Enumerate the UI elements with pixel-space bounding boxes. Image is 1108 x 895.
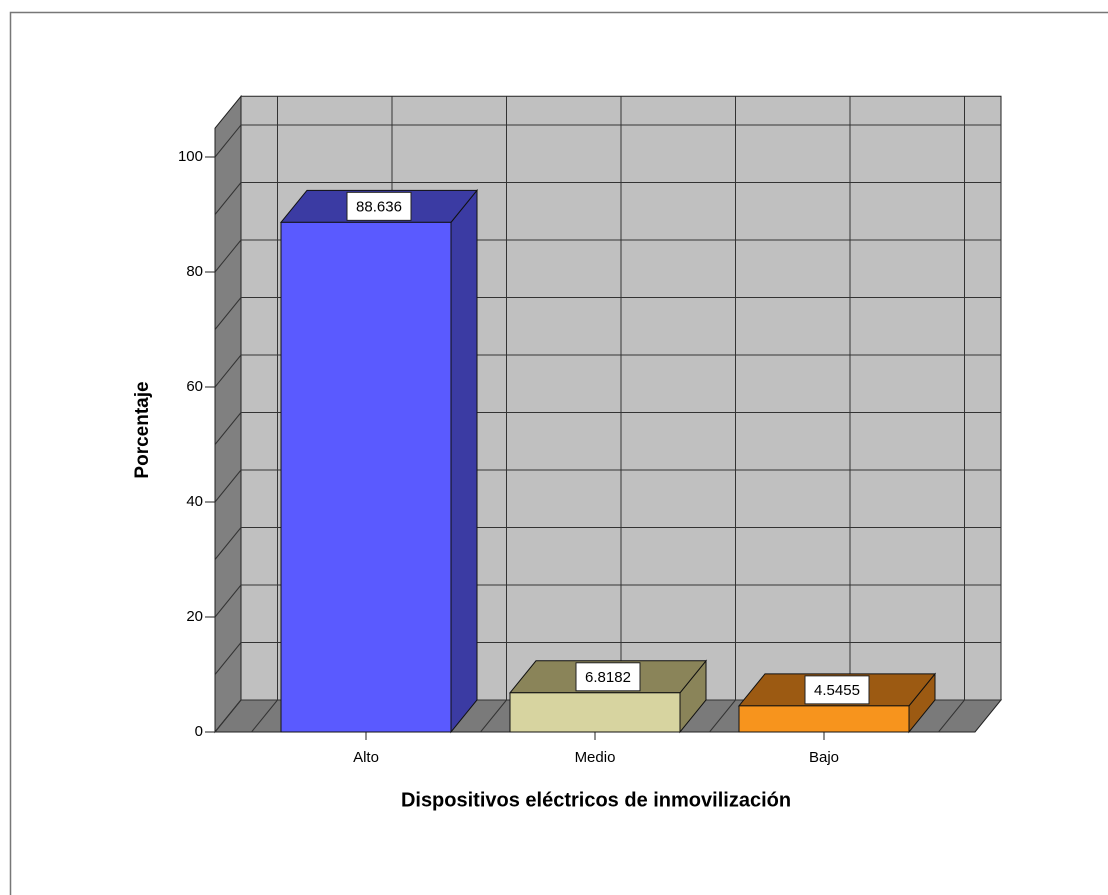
- side-grid: [214, 354, 242, 388]
- x-axis-title: Dispositivos eléctricos de inmovilizació…: [401, 789, 791, 811]
- value-label: 6.8182: [585, 669, 631, 686]
- x-tick-label: Medio: [575, 749, 616, 766]
- side-grid: [214, 297, 242, 330]
- side-wall: [214, 94, 242, 734]
- y-tick-label: 20: [186, 608, 203, 625]
- y-tick-label: 100: [178, 148, 203, 165]
- y-tick-label: 60: [186, 378, 203, 395]
- floor-grid: [709, 699, 736, 733]
- value-label-box: [804, 675, 870, 705]
- x-tick-label: Bajo: [809, 749, 839, 766]
- side-grid: [214, 527, 242, 560]
- side-grid: [214, 642, 242, 675]
- y-axis-title: Porcentaje: [132, 381, 153, 478]
- bar: [509, 692, 681, 733]
- side-grid: [214, 182, 242, 215]
- bar: [280, 221, 452, 733]
- frame: [9, 11, 1108, 895]
- side-grid: [214, 584, 242, 618]
- side-grid: [214, 699, 242, 733]
- side-grid: [214, 124, 242, 158]
- floor-grid: [251, 699, 278, 733]
- value-label: 88.636: [356, 198, 402, 215]
- side-grid: [214, 239, 242, 273]
- x-tick-label: Alto: [353, 749, 379, 766]
- side-grid: [214, 469, 242, 503]
- y-tick-label: 80: [186, 263, 203, 280]
- floor-grid: [938, 699, 965, 733]
- value-label-box: [346, 191, 412, 221]
- bar: [738, 705, 910, 733]
- side-grid: [214, 412, 242, 445]
- floor-grid: [480, 699, 507, 733]
- bar-side: [450, 188, 478, 734]
- y-tick-label: 0: [195, 723, 203, 740]
- value-label-box: [575, 662, 641, 692]
- value-label: 4.5455: [814, 682, 860, 699]
- y-tick-label: 40: [186, 493, 203, 510]
